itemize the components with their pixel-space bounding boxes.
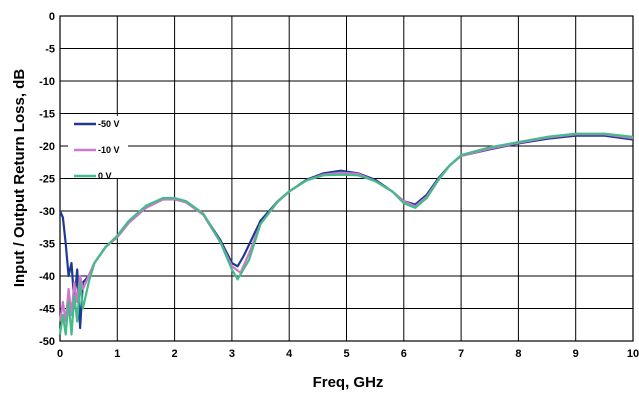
x-tick-label: 6	[401, 348, 407, 360]
x-tick-label: 1	[114, 348, 120, 360]
legend: -50 V -10 V 0 V	[68, 116, 128, 181]
legend-box	[68, 116, 128, 178]
legend-label: -50 V	[98, 119, 120, 129]
y-tick-label: -15	[39, 109, 55, 121]
x-axis-title: Freq, GHz	[313, 374, 384, 391]
y-tick-label: -35	[39, 239, 55, 251]
x-tick-label: 4	[286, 348, 293, 360]
series-line	[58, 132, 634, 336]
x-tick-label: 9	[573, 348, 579, 360]
y-tick-label: -5	[45, 44, 55, 56]
y-tick-label: -25	[39, 174, 55, 186]
y-tick-label: -40	[39, 271, 55, 283]
y-tick-label: -45	[39, 304, 55, 316]
legend-label: 0 V	[98, 171, 112, 181]
series-lines	[58, 132, 634, 336]
y-tick-label: 0	[49, 11, 55, 23]
grid-lines	[60, 16, 633, 341]
legend-label: -10 V	[98, 145, 120, 155]
y-tick-label: -20	[39, 141, 55, 153]
x-tick-label: 3	[229, 348, 235, 360]
x-tick-label: 8	[515, 348, 521, 360]
y-tick-label: -50	[39, 336, 55, 348]
y-tick-label: -30	[39, 206, 55, 218]
y-tick-labels: 0 -5 -10 -15 -20 -25 -30 -35 -40 -45 -50	[39, 11, 55, 348]
y-tick-label: -10	[39, 76, 55, 88]
x-tick-label: 10	[627, 348, 639, 360]
x-tick-label: 7	[458, 348, 464, 360]
x-tick-label: 0	[57, 348, 63, 360]
x-tick-label: 2	[172, 348, 178, 360]
x-tick-labels: 0 1 2 3 4 5 6 7 8 9 10	[57, 348, 639, 360]
y-axis-title: Input / Output Return Loss, dB	[11, 69, 28, 287]
x-tick-label: 5	[343, 348, 349, 360]
